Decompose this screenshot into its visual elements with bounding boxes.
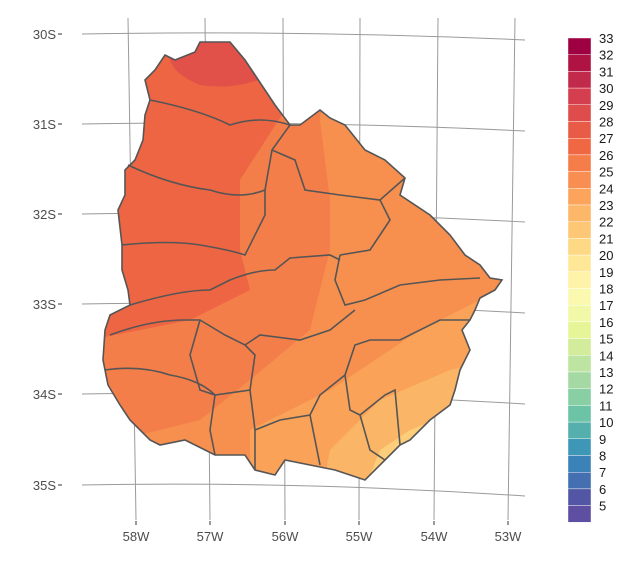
legend-label: 25 [599, 165, 613, 180]
legend-label: 10 [599, 415, 613, 430]
legend-swatch [567, 54, 592, 72]
legend-label: 28 [599, 115, 613, 130]
legend-label: 27 [599, 131, 613, 146]
legend-label: 7 [599, 465, 606, 480]
band-28 [170, 42, 260, 87]
legend-label: 6 [599, 482, 606, 497]
y-tick-label: 34S [33, 387, 56, 402]
legend-label: 19 [599, 265, 613, 280]
legend-swatch [567, 87, 592, 105]
legend-swatch [567, 505, 592, 523]
legend-swatch [567, 305, 592, 323]
legend-swatch [567, 154, 592, 172]
legend-swatch [567, 421, 592, 440]
legend-label: 31 [599, 64, 613, 79]
color-legend: 3332313029282726252423222120191817161514… [567, 31, 613, 523]
legend-label: 9 [599, 432, 606, 447]
legend-label: 15 [599, 332, 613, 347]
legend-label: 22 [599, 215, 613, 230]
x-tick-label: 58W [123, 529, 150, 544]
legend-swatch [567, 37, 592, 55]
legend-swatch [567, 188, 592, 206]
legend-swatch [567, 388, 592, 406]
legend-swatch [567, 321, 592, 339]
legend-label: 33 [599, 31, 613, 46]
legend-swatch [567, 371, 592, 389]
y-tick-label: 30S [33, 27, 56, 42]
legend-label: 30 [599, 81, 613, 96]
legend-swatch [567, 488, 592, 506]
x-axis: 58W 57W 56W 55W 54W 53W [123, 521, 522, 544]
legend-swatch [567, 204, 592, 222]
legend-swatch [567, 355, 592, 373]
legend-swatch [567, 288, 592, 306]
legend-label: 24 [599, 181, 613, 196]
legend-label: 17 [599, 298, 613, 313]
department-borders [104, 99, 481, 470]
legend-label: 12 [599, 382, 613, 397]
legend-label: 29 [599, 98, 613, 113]
x-tick-label: 55W [346, 529, 373, 544]
legend-label: 32 [599, 48, 613, 63]
legend-swatch [567, 254, 592, 273]
x-tick-label: 56W [272, 529, 299, 544]
legend-label: 13 [599, 365, 613, 380]
legend-label: 16 [599, 315, 613, 330]
legend-swatch [567, 104, 592, 122]
y-tick-label: 35S [33, 478, 56, 493]
y-tick-label: 32S [33, 207, 56, 222]
y-tick-label: 31S [33, 117, 56, 132]
legend-label: 21 [599, 231, 613, 246]
legend-swatch [567, 137, 592, 156]
legend-swatch [567, 338, 592, 356]
legend-swatch [567, 472, 592, 490]
legend-label: 11 [599, 398, 613, 413]
x-tick-label: 57W [197, 529, 224, 544]
legend-swatch [567, 271, 592, 289]
legend-swatch [567, 455, 592, 473]
parallel-line [81, 32, 526, 41]
legend-label: 20 [599, 248, 613, 263]
y-axis: 30S 31S 32S 33S 34S 35S [33, 27, 62, 493]
y-tick-label: 33S [33, 297, 56, 312]
legend-label: 18 [599, 282, 613, 297]
legend-swatch [567, 171, 592, 189]
legend-swatch [567, 71, 592, 89]
meridian-line [507, 17, 516, 521]
legend-label: 14 [599, 348, 613, 363]
legend-label: 8 [599, 449, 606, 464]
legend-label: 5 [599, 499, 606, 514]
legend-swatch [567, 438, 592, 456]
x-tick-label: 54W [421, 529, 448, 544]
legend-swatch [567, 405, 592, 423]
legend-swatch [567, 121, 592, 139]
legend-label: 23 [599, 198, 613, 213]
x-tick-label: 53W [495, 529, 522, 544]
legend-swatch [567, 221, 592, 239]
legend-label: 26 [599, 148, 613, 163]
parallel-line [81, 483, 526, 497]
legend-swatch [567, 238, 592, 256]
